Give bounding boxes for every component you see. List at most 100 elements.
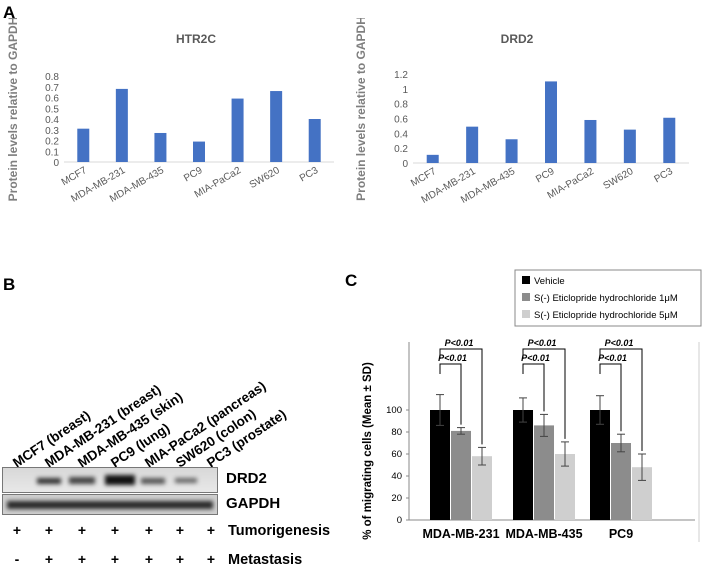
bar [466, 126, 479, 163]
blot-band-gapdh [2, 494, 218, 515]
significance-bracket [439, 363, 462, 425]
y-tick-label: 0.3 [45, 126, 59, 137]
significance-bracket [599, 363, 622, 432]
bar [115, 88, 128, 162]
bar [611, 443, 631, 520]
blot-sign: + [206, 551, 216, 567]
bar [308, 119, 321, 162]
chart-title: DRD2 [501, 32, 534, 46]
x-tick-label: PC9 [534, 166, 557, 185]
bar [451, 430, 471, 520]
bar [430, 410, 450, 520]
significance-label: P<0.01 [605, 338, 634, 348]
legend-label: S(-) Eticlopride hydrochloride 1μM [534, 293, 678, 304]
bar [154, 132, 167, 162]
bar [632, 467, 652, 520]
y-tick-label: 0.2 [394, 144, 408, 155]
y-tick-label: 20 [391, 493, 402, 504]
blot-sign: - [14, 551, 20, 567]
legend-swatch [522, 310, 530, 318]
x-tick-label: PC3 [652, 166, 675, 185]
western-blot-panel: MCF7 (breast) MDA-MB-231 (breast) MDA-MB-4… [0, 270, 345, 568]
x-tick-label: SW620 [601, 166, 635, 192]
band-label-drd2: DRD2 [226, 470, 267, 487]
chart-title: HTR2C [176, 32, 216, 46]
bar [472, 456, 492, 520]
blot-sign: + [110, 551, 120, 567]
bar [193, 141, 205, 162]
bar [663, 117, 676, 163]
legend-swatch [522, 293, 530, 301]
y-tick-label: 0.8 [394, 100, 408, 111]
bar [555, 454, 575, 520]
y-axis-label: Protein levels relative to GAPDH [6, 18, 20, 201]
x-tick-label: PC3 [298, 165, 321, 184]
y-tick-label: 80 [391, 427, 402, 438]
bar [231, 98, 244, 162]
x-tick-label: PC9 [182, 165, 205, 184]
y-tick-label: 0.4 [394, 129, 408, 140]
blot-sign: + [44, 522, 54, 538]
legend-swatch [522, 276, 530, 284]
migration-bar-chart: Vehicle S(-) Eticlopride hydrochloride 1μ… [362, 269, 702, 542]
y-tick-label: 60 [391, 449, 402, 460]
band-label-gapdh: GAPDH [226, 495, 281, 512]
significance-bracket [522, 363, 545, 412]
blot-sign: + [175, 522, 185, 538]
bar [513, 410, 533, 520]
blot-sign: + [110, 522, 120, 538]
bar [426, 154, 439, 163]
blot-sign: + [144, 551, 154, 567]
y-axis-label: % of migrating cells (Mean ± SD) [362, 362, 374, 540]
row-label-tumorigenesis: Tumorigenesis [228, 523, 331, 539]
y-tick-label: 0 [53, 158, 59, 169]
blot-sign: + [77, 522, 87, 538]
bar [623, 129, 636, 163]
y-tick-label: 0.7 [45, 83, 59, 94]
row-label-metastasis: Metastasis [228, 552, 303, 568]
y-tick-label: 0 [402, 159, 408, 170]
blot-sign: + [44, 551, 54, 567]
y-axis-label: Protein levels relative to GAPDH [354, 18, 368, 201]
y-tick-label: 0.4 [45, 115, 59, 126]
y-tick-label: 0.2 [45, 137, 59, 148]
significance-bracket [522, 348, 566, 439]
significance-label: P<0.01 [438, 353, 467, 363]
y-tick-label: 0 [397, 515, 402, 526]
significance-label: P<0.01 [528, 338, 557, 348]
bar [505, 139, 518, 163]
bar [545, 81, 557, 163]
panel-label-a: A [3, 3, 16, 22]
htr2c-bar-chart: HTR2C Protein levels relative to GAPDH 0 0.… [6, 18, 334, 205]
blot-sign: + [206, 522, 216, 538]
y-tick-label: 100 [386, 405, 402, 416]
x-tick-label: PC9 [609, 527, 633, 541]
y-tick-label: 0.5 [45, 104, 59, 115]
blot-sign: + [175, 551, 185, 567]
x-tick-label: MCF7 [60, 165, 89, 188]
panel-label-b: B [3, 275, 16, 294]
blot-band-drd2 [2, 467, 218, 493]
bar [534, 425, 554, 520]
significance-label: P<0.01 [521, 353, 550, 363]
bar [77, 128, 90, 162]
panel-label-c: C [345, 271, 358, 290]
x-tick-label: SW620 [248, 165, 282, 191]
drd2-bar-chart: DRD2 Protein levels relative to GAPDH 0 0.2… [354, 18, 689, 206]
bar [590, 410, 610, 520]
y-tick-label: 0.8 [45, 72, 59, 83]
blot-sign: + [12, 522, 22, 538]
y-tick-label: 1 [402, 85, 408, 96]
legend-label: S(-) Eticlopride hydrochloride 5μM [534, 310, 678, 321]
significance-label: P<0.01 [598, 353, 627, 363]
significance-bracket [439, 348, 483, 445]
blot-sign: + [144, 522, 154, 538]
y-tick-label: 1.2 [394, 70, 408, 81]
y-tick-label: 0.6 [45, 94, 59, 105]
significance-bracket [599, 348, 643, 451]
legend-box [514, 269, 702, 327]
blot-sign: + [77, 551, 87, 567]
legend-label: Vehicle [534, 276, 565, 287]
bar [270, 91, 283, 162]
significance-label: P<0.01 [445, 338, 474, 348]
